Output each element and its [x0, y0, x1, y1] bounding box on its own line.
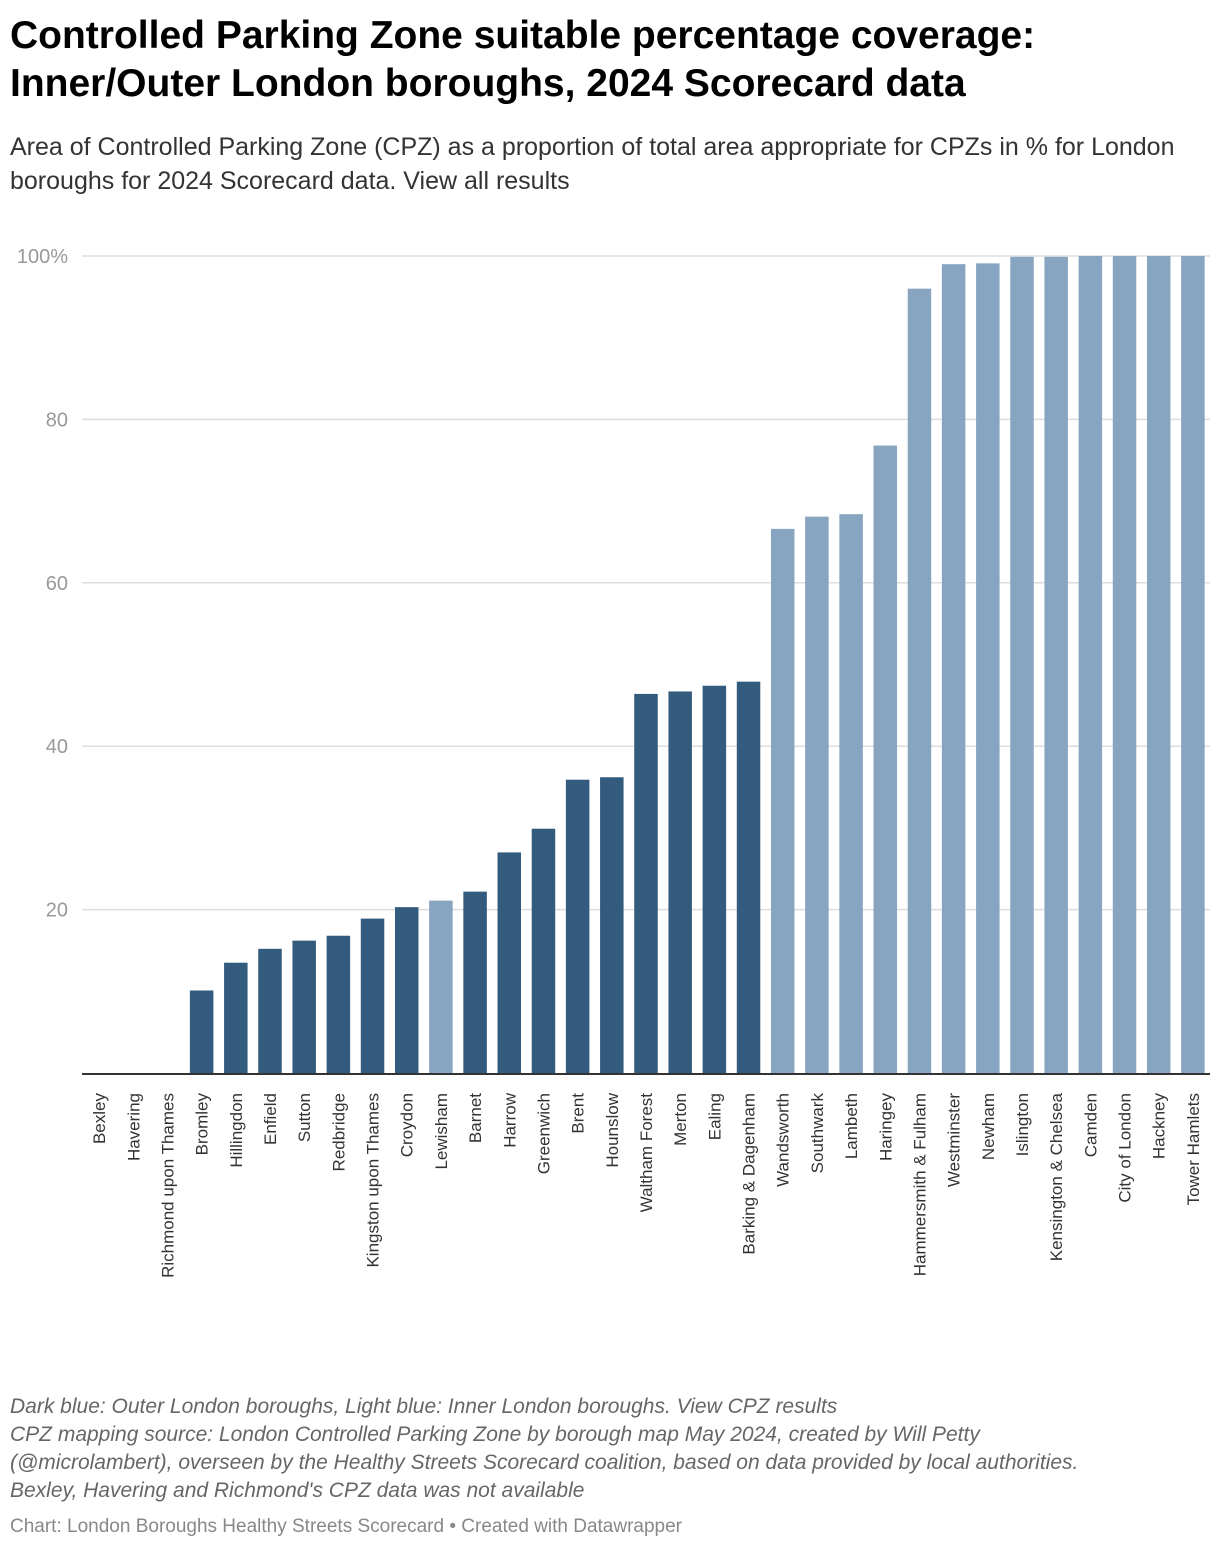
x-tick-label: Greenwich [534, 1093, 553, 1174]
x-tick-label: Bexley [90, 1093, 109, 1145]
y-tick-label: 20 [46, 900, 68, 922]
bar [224, 962, 248, 1073]
bar [1078, 256, 1103, 1073]
bar [360, 918, 385, 1073]
x-tick-label: Brent [569, 1093, 588, 1134]
title-line-1: Controlled Parking Zone suitable percent… [10, 14, 1036, 57]
y-tick-label: 100% [17, 246, 68, 268]
x-tick-label: Camden [1081, 1093, 1100, 1157]
x-tick-label: Harrow [500, 1092, 519, 1148]
x-tick-label: Islington [1013, 1093, 1032, 1156]
bar [805, 516, 829, 1073]
chart-notes: Dark blue: Outer London boroughs, Light … [10, 1393, 1210, 1505]
note-line-3: (@microlambert), overseen by the Healthy… [10, 1451, 1079, 1474]
x-tick-label: Hounslow [603, 1092, 622, 1167]
x-tick-label: Hillingdon [227, 1093, 246, 1168]
x-tick-label: Sutton [295, 1093, 314, 1142]
y-tick-label: 60 [46, 573, 68, 595]
bar [1181, 256, 1205, 1073]
bar [292, 940, 316, 1073]
bar [736, 681, 761, 1073]
bar [497, 852, 522, 1073]
bar [634, 693, 658, 1073]
bar [873, 445, 898, 1073]
x-tick-label: Westminster [945, 1093, 964, 1187]
x-tick-label: Ealing [705, 1093, 724, 1140]
bar [976, 263, 1000, 1073]
bar [429, 900, 453, 1073]
x-tick-label: Newham [979, 1093, 998, 1160]
bar-chart: 20 40 60 80 100% Bexley Havering Richmond upon… [17, 246, 1210, 1278]
bar [1112, 256, 1137, 1073]
bar [463, 891, 487, 1073]
x-tick-label: Merton [671, 1093, 690, 1146]
bar [326, 935, 351, 1073]
x-tick-label: Croydon [398, 1093, 417, 1157]
x-tick-label: Southwark [808, 1093, 827, 1174]
x-tick-label: Richmond upon Thames [158, 1093, 177, 1278]
bar [189, 990, 214, 1073]
bar [600, 777, 624, 1073]
bar [702, 685, 727, 1073]
y-tick-label: 40 [46, 736, 68, 758]
x-tick-label: Hammersmith & Fulham [910, 1093, 929, 1276]
x-tick-label: Waltham Forest [637, 1093, 656, 1213]
y-tick-label: 80 [46, 409, 68, 431]
x-tick-label: Lambeth [842, 1093, 861, 1159]
bar [565, 779, 590, 1073]
x-tick-label: Enfield [261, 1093, 280, 1145]
x-tick-label: Barnet [466, 1093, 485, 1143]
bar [1044, 256, 1068, 1073]
x-tick-label: Lewisham [432, 1093, 451, 1170]
x-tick-label: Haringey [876, 1093, 895, 1162]
bar [668, 691, 692, 1073]
bar [907, 288, 932, 1073]
note-line-1: Dark blue: Outer London boroughs, Light … [10, 1395, 838, 1418]
bar [531, 828, 556, 1073]
x-tick-label: Barking & Dagenham [740, 1093, 759, 1255]
x-tick-label: Wandsworth [774, 1093, 793, 1187]
x-tick-label: Tower Hamlets [1184, 1093, 1203, 1205]
bar [1010, 256, 1034, 1073]
bar [839, 514, 863, 1073]
bar [394, 907, 419, 1073]
chart-title: Controlled Parking Zone suitable percent… [10, 12, 1205, 108]
chart-subtitle: Area of Controlled Parking Zone (CPZ) as… [10, 133, 1175, 195]
bar [770, 528, 795, 1073]
bar [941, 264, 966, 1073]
x-tick-label: Kingston upon Thames [364, 1093, 383, 1268]
x-tick-label: Hackney [1150, 1093, 1169, 1160]
x-tick-label: Redbridge [329, 1093, 348, 1171]
title-line-2: Inner/Outer London boroughs, 2024 Scorec… [10, 62, 966, 105]
x-tick-labels: Bexley Havering Richmond upon Thames Bromle… [90, 1092, 1203, 1278]
x-tick-label: Bromley [193, 1093, 212, 1156]
note-line-4: Bexley, Havering and Richmond's CPZ data… [10, 1479, 585, 1502]
x-tick-label: Kensington & Chelsea [1047, 1092, 1066, 1261]
bars [189, 256, 1205, 1073]
x-tick-label: Havering [124, 1093, 143, 1161]
bar [258, 948, 282, 1073]
bar [1146, 256, 1171, 1073]
chart-credit: Chart: London Boroughs Healthy Streets S… [10, 1516, 683, 1537]
x-tick-label: City of London [1116, 1093, 1135, 1203]
note-line-2: CPZ mapping source: London Controlled Pa… [10, 1423, 980, 1446]
